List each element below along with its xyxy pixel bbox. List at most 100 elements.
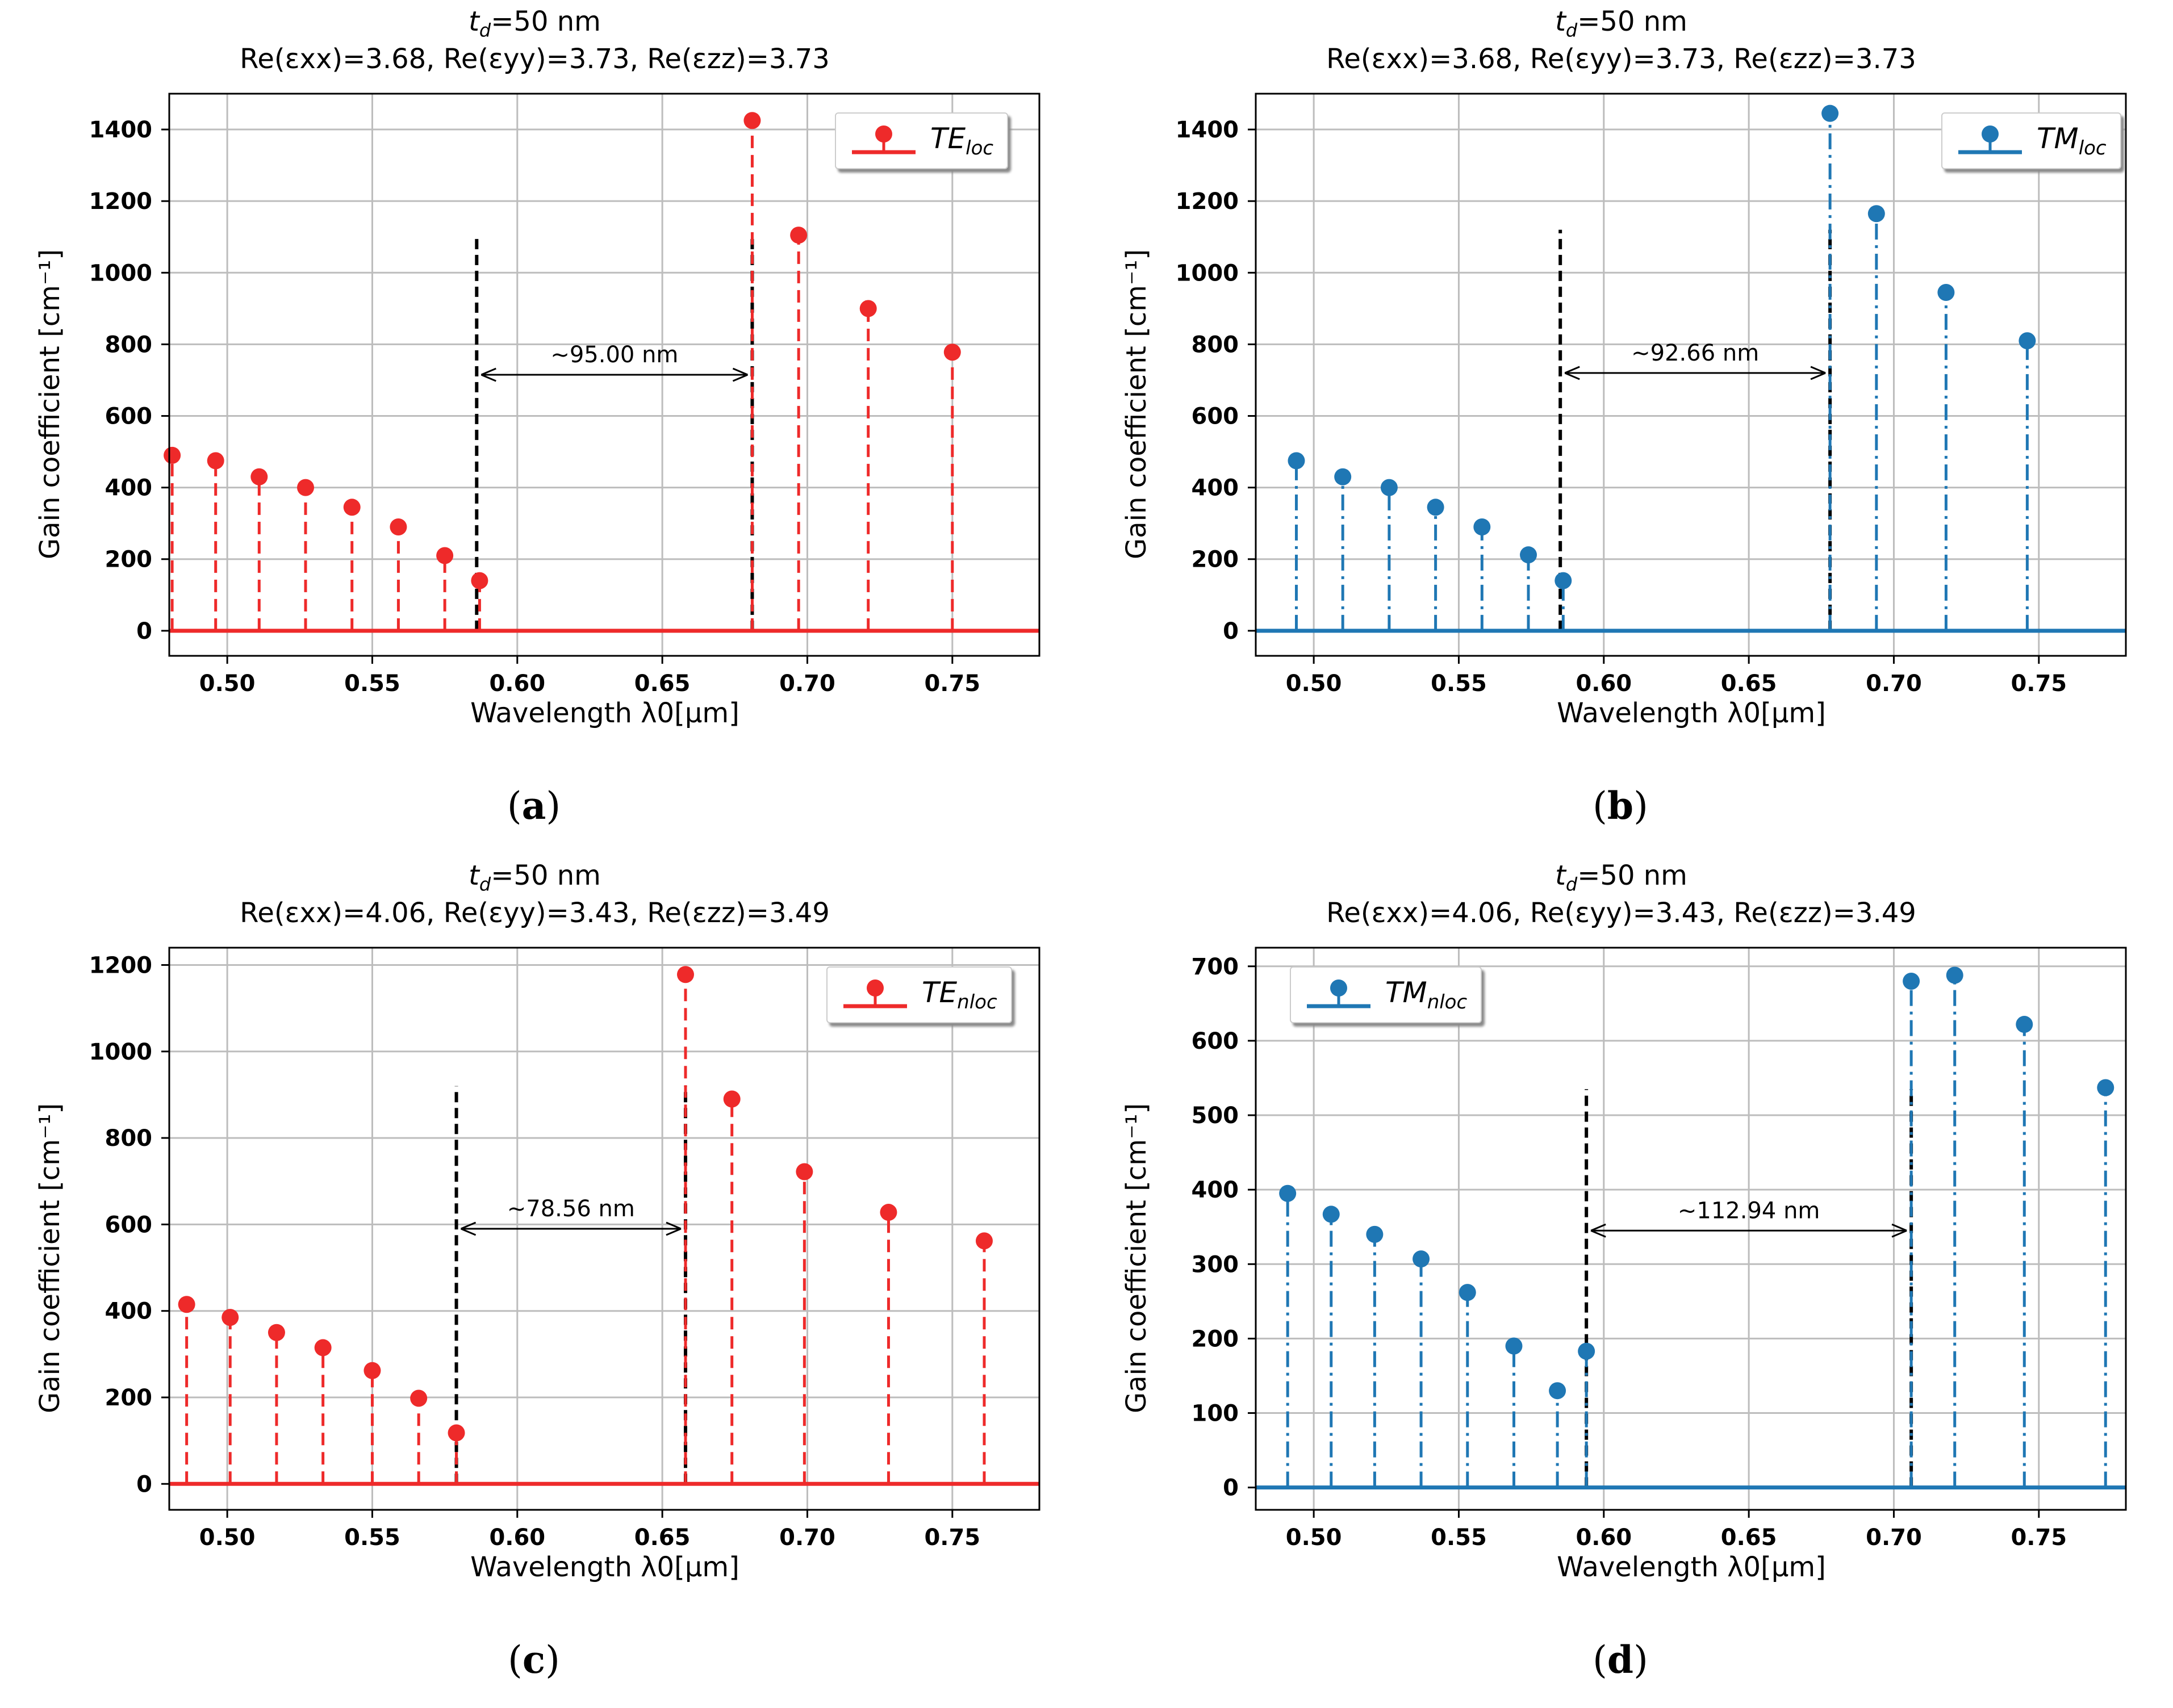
plot-area: ~95.00 nm 0.50 0.55 0.60 0.65 0.70 0.75 0 200 400…: [89, 93, 1040, 697]
stem-marker: [1937, 283, 1955, 301]
stem-marker: [250, 468, 268, 485]
stem-marker: [1821, 104, 1839, 122]
arrow-head-right-icon: [1891, 1223, 1907, 1238]
stem-marker: [268, 1324, 285, 1341]
chart-title-line2: Re(εxx)=4.06, Re(εyy)=3.43, Re(εzz)=3.49: [1326, 897, 1916, 929]
chart-title-line1: td=50 nm: [1555, 6, 1687, 41]
legend-handle-icon: [1305, 978, 1373, 1012]
y-tick-label: 1000: [89, 1039, 152, 1065]
x-axis-label: Wavelength λ0[μm]: [1557, 697, 1826, 729]
legend-stem-icon: [1307, 979, 1370, 1008]
stem-marker: [1427, 499, 1444, 516]
chart-panel-d: td=50 nm Re(εxx)=4.06, Re(εyy)=3.43, Re(…: [1086, 854, 2173, 1708]
y-tick-label: 500: [1192, 1103, 1239, 1129]
chart-title-line2: Re(εxx)=3.68, Re(εyy)=3.73, Re(εzz)=3.73: [1326, 43, 1916, 75]
arrow-head-right-icon: [1810, 366, 1826, 380]
legend: TEnloc: [826, 966, 1012, 1023]
stem-marker: [164, 446, 181, 464]
y-axis-label: Gain coefficient [cm⁻¹]: [1121, 1103, 1152, 1413]
legend-label: TEnloc: [922, 976, 997, 1014]
axes-frame: [1255, 947, 2127, 1511]
arrow-head-right-icon: [732, 367, 749, 382]
stem-marker: [1505, 1337, 1523, 1355]
stem-marker: [1578, 1342, 1595, 1360]
stem-marker: [1867, 205, 1885, 223]
stem-marker: [1279, 1184, 1297, 1202]
y-tick-label: 1200: [89, 189, 152, 215]
y-tick-label: 0: [1223, 1475, 1239, 1501]
y-tick-label: 1400: [1176, 117, 1239, 143]
span-annotation: ~78.56 nm: [507, 1196, 635, 1222]
arrow-head-left-icon: [1564, 366, 1580, 380]
legend-label: TMnloc: [1385, 976, 1468, 1014]
chart-title-line1: td=50 nm: [469, 860, 601, 895]
stem-marker: [1473, 518, 1491, 535]
x-tick-label: 0.70: [1866, 671, 1922, 697]
stem-marker: [1520, 546, 1537, 564]
x-tick-label: 0.75: [2011, 671, 2067, 697]
x-tick-label: 0.60: [1576, 671, 1632, 697]
x-tick-label: 0.50: [199, 671, 256, 697]
chart-title-line1: td=50 nm: [1555, 860, 1687, 895]
y-tick-label: 600: [1192, 1028, 1239, 1054]
y-tick-label: 1200: [1176, 189, 1239, 215]
stem-marker: [2019, 332, 2036, 350]
legend-stem-icon: [852, 125, 916, 154]
stem-marker: [410, 1389, 428, 1407]
stem-marker: [436, 547, 454, 564]
x-tick-label: 0.75: [924, 671, 980, 697]
stem-marker: [1903, 973, 1920, 990]
stem-marker: [448, 1424, 465, 1442]
x-tick-label: 0.65: [634, 671, 691, 697]
span-annotation: ~112.94 nm: [1678, 1198, 1820, 1224]
stem-marker: [1413, 1250, 1430, 1268]
y-tick-label: 0: [136, 1471, 152, 1497]
stem-marker: [790, 227, 808, 244]
x-tick-label: 0.70: [1866, 1525, 1922, 1551]
y-tick-label: 400: [1192, 475, 1239, 501]
y-tick-label: 400: [1192, 1177, 1239, 1203]
stem-marker: [390, 518, 407, 535]
y-tick-label: 1000: [1176, 260, 1239, 286]
stem-marker: [1366, 1225, 1384, 1243]
plot-area: ~112.94 nm 0.50 0.55 0.60 0.65 0.70 0.75 0 100 20…: [1192, 947, 2127, 1551]
arrow-head-left-icon: [460, 1221, 477, 1236]
panel-caption: (a): [507, 784, 561, 828]
stem-marker: [1380, 479, 1398, 496]
x-axis-label: Wavelength λ0[μm]: [470, 697, 739, 729]
stem-marker: [297, 479, 315, 496]
legend-label: TEloc: [930, 122, 994, 160]
stem-marker: [796, 1163, 813, 1180]
y-tick-label: 600: [105, 404, 153, 430]
stem-marker: [880, 1204, 897, 1221]
stem-marker: [207, 452, 224, 470]
legend-handle-icon: [841, 978, 909, 1012]
x-tick-label: 0.55: [1431, 1525, 1487, 1551]
y-tick-label: 400: [105, 1299, 153, 1325]
arrow-head-right-icon: [666, 1221, 682, 1236]
stem-marker: [743, 112, 761, 129]
y-tick-label: 800: [105, 1125, 153, 1152]
y-tick-label: 1400: [89, 117, 152, 143]
stem-marker: [1334, 468, 1352, 485]
y-tick-label: 600: [1192, 404, 1239, 430]
chart-title-line2: Re(εxx)=4.06, Re(εyy)=3.43, Re(εzz)=3.49: [240, 897, 830, 929]
stem-marker: [943, 344, 961, 361]
y-tick-label: 1200: [89, 952, 152, 978]
x-axis-label: Wavelength λ0[μm]: [1557, 1551, 1826, 1583]
x-tick-label: 0.50: [1286, 1525, 1342, 1551]
x-tick-label: 0.55: [344, 671, 400, 697]
x-tick-label: 0.70: [779, 671, 835, 697]
plot-area: ~78.56 nm 0.50 0.55 0.60 0.65 0.70 0.75 0 200 400…: [89, 947, 1040, 1551]
stem-marker: [1322, 1205, 1340, 1223]
stem-marker: [723, 1090, 741, 1108]
panel-caption: (d): [1593, 1638, 1648, 1682]
legend-stem-icon: [1958, 125, 2022, 154]
y-axis-label: Gain coefficient [cm⁻¹]: [1121, 249, 1152, 559]
y-tick-label: 800: [105, 332, 153, 358]
y-tick-label: 100: [1192, 1401, 1239, 1427]
chart-panel-b: td=50 nm Re(εxx)=3.68, Re(εyy)=3.73, Re(…: [1086, 0, 2173, 854]
x-tick-label: 0.65: [1721, 671, 1777, 697]
legend-handle-icon: [850, 124, 918, 158]
y-tick-label: 600: [105, 1212, 153, 1238]
